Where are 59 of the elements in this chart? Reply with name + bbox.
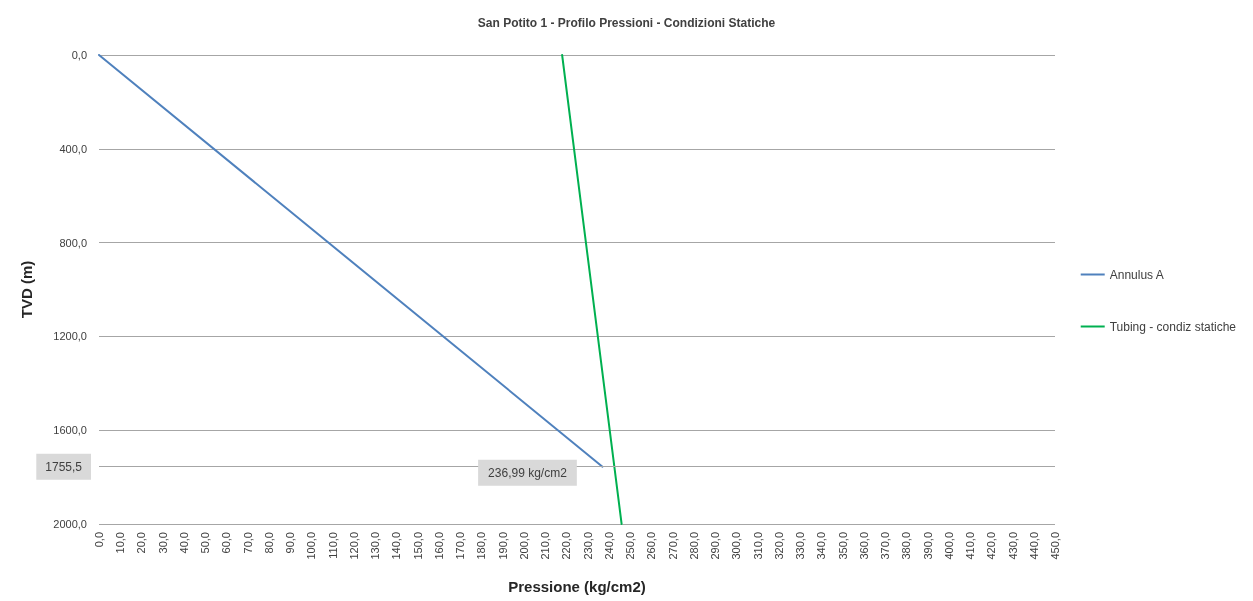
x-tick-label: 420,0: [985, 532, 998, 560]
x-tick-label: 230,0: [581, 532, 594, 560]
x-tick-label: 30,0: [156, 532, 169, 554]
x-tick-label: 250,0: [624, 532, 637, 560]
x-tick-label: 100,0: [305, 532, 318, 560]
y-tick-label: 1200,0: [53, 330, 87, 343]
x-tick-label: 390,0: [921, 532, 934, 560]
annotation: 236,99 kg/cm2: [488, 465, 568, 480]
x-tick-label: 310,0: [751, 532, 764, 560]
x-tick-label: 270,0: [666, 532, 679, 560]
x-tick-label: 130,0: [369, 532, 382, 560]
x-tick-label: 370,0: [879, 532, 892, 560]
x-tick-label: 170,0: [454, 532, 467, 560]
x-tick-label: 300,0: [730, 532, 743, 560]
y-tick-label: 800,0: [59, 236, 87, 249]
legend-label: Annulus A: [1109, 267, 1164, 282]
x-tick-label: 410,0: [964, 532, 977, 560]
x-tick-label: 140,0: [390, 532, 403, 560]
x-tick-label: 80,0: [262, 532, 275, 554]
x-tick-label: 240,0: [602, 532, 615, 560]
x-tick-label: 340,0: [815, 532, 828, 560]
y-tick-label: 1600,0: [53, 424, 87, 437]
y-tick-label: 0,0: [71, 49, 87, 61]
x-tick-label: 320,0: [772, 532, 785, 560]
x-tick-label: 160,0: [432, 532, 445, 560]
x-tick-label: 380,0: [900, 532, 913, 560]
x-tick-label: 360,0: [857, 532, 870, 560]
x-tick-label: 60,0: [220, 532, 233, 554]
x-tick-label: 90,0: [284, 532, 297, 554]
x-tick-label: 10,0: [114, 532, 127, 554]
x-tick-label: 40,0: [177, 532, 190, 554]
x-tick-label: 50,0: [199, 532, 212, 554]
ref-line-label: 1755,5: [45, 459, 83, 474]
x-tick-label: 220,0: [560, 532, 573, 560]
x-tick-label: 440,0: [1027, 532, 1040, 560]
y-tick-label: 400,0: [59, 142, 87, 155]
x-tick-label: 70,0: [241, 532, 254, 554]
x-tick-label: 190,0: [496, 532, 509, 560]
x-tick-label: 180,0: [475, 532, 488, 560]
x-tick-label: 0,0: [93, 532, 105, 548]
x-tick-label: 260,0: [645, 532, 658, 560]
x-tick-label: 210,0: [539, 532, 552, 560]
x-tick-label: 150,0: [411, 532, 424, 560]
x-tick-label: 400,0: [942, 532, 955, 560]
chart-title: San Potito 1 - Profilo Pressioni - Condizioni Statiche: [477, 16, 776, 30]
x-tick-label: 120,0: [347, 532, 360, 560]
x-tick-label: 450,0: [1049, 532, 1061, 560]
x-tick-label: 290,0: [709, 532, 722, 560]
x-tick-label: 280,0: [687, 532, 700, 560]
x-tick-label: 330,0: [794, 532, 807, 560]
x-tick-label: 20,0: [135, 532, 148, 554]
y-axis-title: TVD (m): [18, 260, 35, 319]
x-tick-label: 200,0: [517, 532, 530, 560]
x-tick-label: 350,0: [836, 532, 849, 560]
legend-label: Tubing - condiz statiche: [1109, 319, 1237, 334]
y-tick-label: 2000,0: [53, 518, 87, 530]
x-axis-title: Pressione (kg/cm2): [508, 578, 646, 595]
x-tick-label: 430,0: [1006, 532, 1019, 560]
x-tick-label: 110,0: [326, 532, 339, 559]
